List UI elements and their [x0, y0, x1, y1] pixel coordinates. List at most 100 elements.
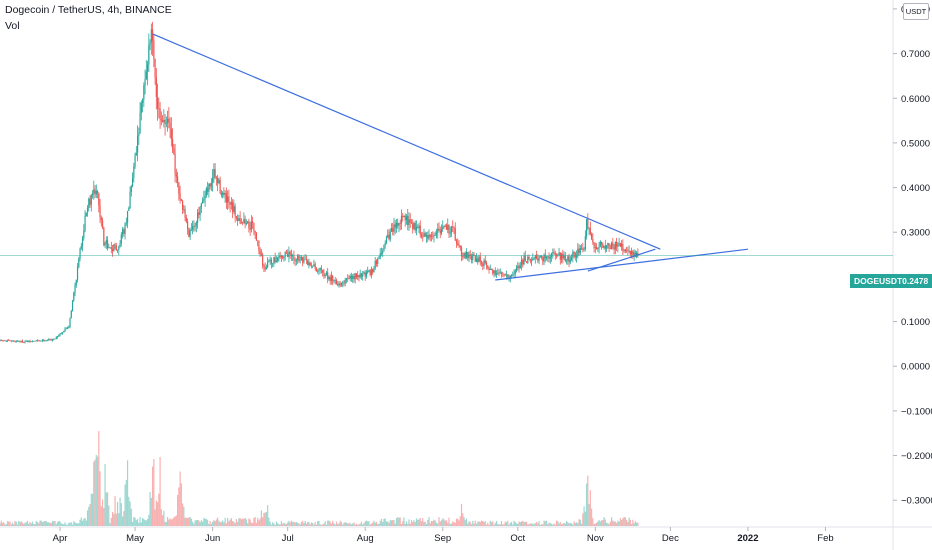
- volume-bar: [294, 522, 296, 526]
- volume-bar: [617, 520, 619, 526]
- volume-bar: [580, 523, 583, 526]
- volume-bar: [141, 517, 144, 526]
- volume-bar: [335, 521, 338, 526]
- volume-bar: [515, 523, 518, 526]
- volume-bar: [85, 520, 87, 526]
- candle-body: [353, 276, 355, 280]
- volume-bar: [384, 518, 386, 526]
- candle-body: [534, 255, 536, 259]
- currency-button[interactable]: USDT: [903, 3, 929, 20]
- volume-indicator-label[interactable]: Vol: [5, 20, 20, 32]
- candle-body: [555, 254, 558, 256]
- volume-bar: [488, 524, 490, 526]
- candle-body: [343, 282, 345, 284]
- candle-body: [453, 227, 455, 229]
- candle-body: [527, 256, 529, 263]
- candle-body: [133, 166, 135, 178]
- candle-body: [513, 273, 515, 275]
- candle-body: [161, 120, 164, 123]
- candle-body: [327, 272, 329, 280]
- candle-body: [309, 262, 311, 266]
- volume-bar: [219, 522, 221, 526]
- volume-bar: [460, 503, 463, 526]
- candle-body: [230, 202, 232, 205]
- candle-body: [227, 196, 229, 203]
- candle-body: [53, 338, 55, 340]
- volume-bar: [26, 520, 29, 526]
- candle-body: [305, 258, 308, 261]
- candle-body: [367, 270, 369, 273]
- volume-bar: [508, 524, 510, 526]
- volume-bar: [339, 520, 341, 526]
- candle-body: [6, 340, 9, 341]
- volume-bar: [387, 521, 389, 526]
- candle-body: [382, 251, 384, 254]
- candle-body: [69, 318, 71, 327]
- candle-body: [155, 77, 157, 97]
- volume-bar: [250, 522, 252, 526]
- candle-body: [207, 188, 209, 192]
- volume-bar: [78, 523, 80, 526]
- candle-body: [375, 260, 378, 265]
- volume-bar: [129, 501, 131, 526]
- volume-bar: [320, 524, 323, 526]
- candle-body: [488, 267, 490, 270]
- volume-bar: [80, 517, 82, 526]
- candle-body: [187, 221, 189, 229]
- volume-bar: [538, 521, 540, 526]
- volume-bar: [313, 524, 315, 526]
- volume-bar: [575, 522, 578, 526]
- candle-body: [289, 251, 291, 255]
- candle-body: [573, 251, 575, 254]
- volume-bar: [483, 521, 485, 526]
- volume-bar: [545, 520, 548, 526]
- volume-bar: [40, 520, 42, 526]
- volume-bar: [408, 519, 410, 526]
- candle-body: [395, 222, 398, 228]
- candle-body: [622, 243, 624, 251]
- volume-bar: [532, 523, 534, 526]
- candle-body: [174, 153, 176, 175]
- candle-body: [267, 261, 269, 268]
- volume-bar: [120, 503, 122, 526]
- candle-body: [500, 272, 503, 274]
- volume-bar: [479, 521, 481, 526]
- candle-body: [602, 243, 604, 248]
- volume-bar: [21, 522, 24, 526]
- candle-body: [141, 99, 144, 104]
- volume-bar: [609, 521, 611, 526]
- volume-bar: [215, 519, 217, 526]
- volume-bar: [0, 520, 2, 526]
- volume-bar: [362, 524, 364, 526]
- candle-body: [200, 203, 202, 208]
- candle-body: [320, 268, 323, 270]
- volume-bar: [359, 523, 361, 526]
- candle-body: [49, 339, 51, 340]
- volume-bar: [90, 493, 92, 526]
- volume-bar: [289, 522, 291, 526]
- price-tick-label: 0.5000: [901, 138, 930, 149]
- volume-bar: [309, 524, 311, 526]
- volume-bar: [96, 456, 99, 526]
- candle-body: [334, 280, 336, 281]
- candle-body: [607, 243, 609, 246]
- candle-body: [94, 189, 96, 195]
- volume-bar: [494, 522, 496, 526]
- volume-bar: [247, 523, 249, 526]
- volume-bar: [352, 523, 354, 526]
- candle-body: [394, 224, 396, 228]
- volume-bar: [570, 523, 573, 526]
- volume-bar: [166, 517, 169, 526]
- volume-bar: [582, 513, 584, 526]
- date-tick-label: Nov: [587, 533, 604, 544]
- volume-bar: [60, 523, 62, 526]
- candle-body: [51, 339, 54, 341]
- candle-body: [348, 278, 350, 280]
- volume-bar: [409, 523, 411, 526]
- volume-bar: [567, 522, 569, 526]
- candle-body: [533, 258, 535, 260]
- candle-body: [101, 220, 104, 228]
- volume-bar: [509, 522, 511, 526]
- price-tick-label: −0.1000: [901, 406, 932, 417]
